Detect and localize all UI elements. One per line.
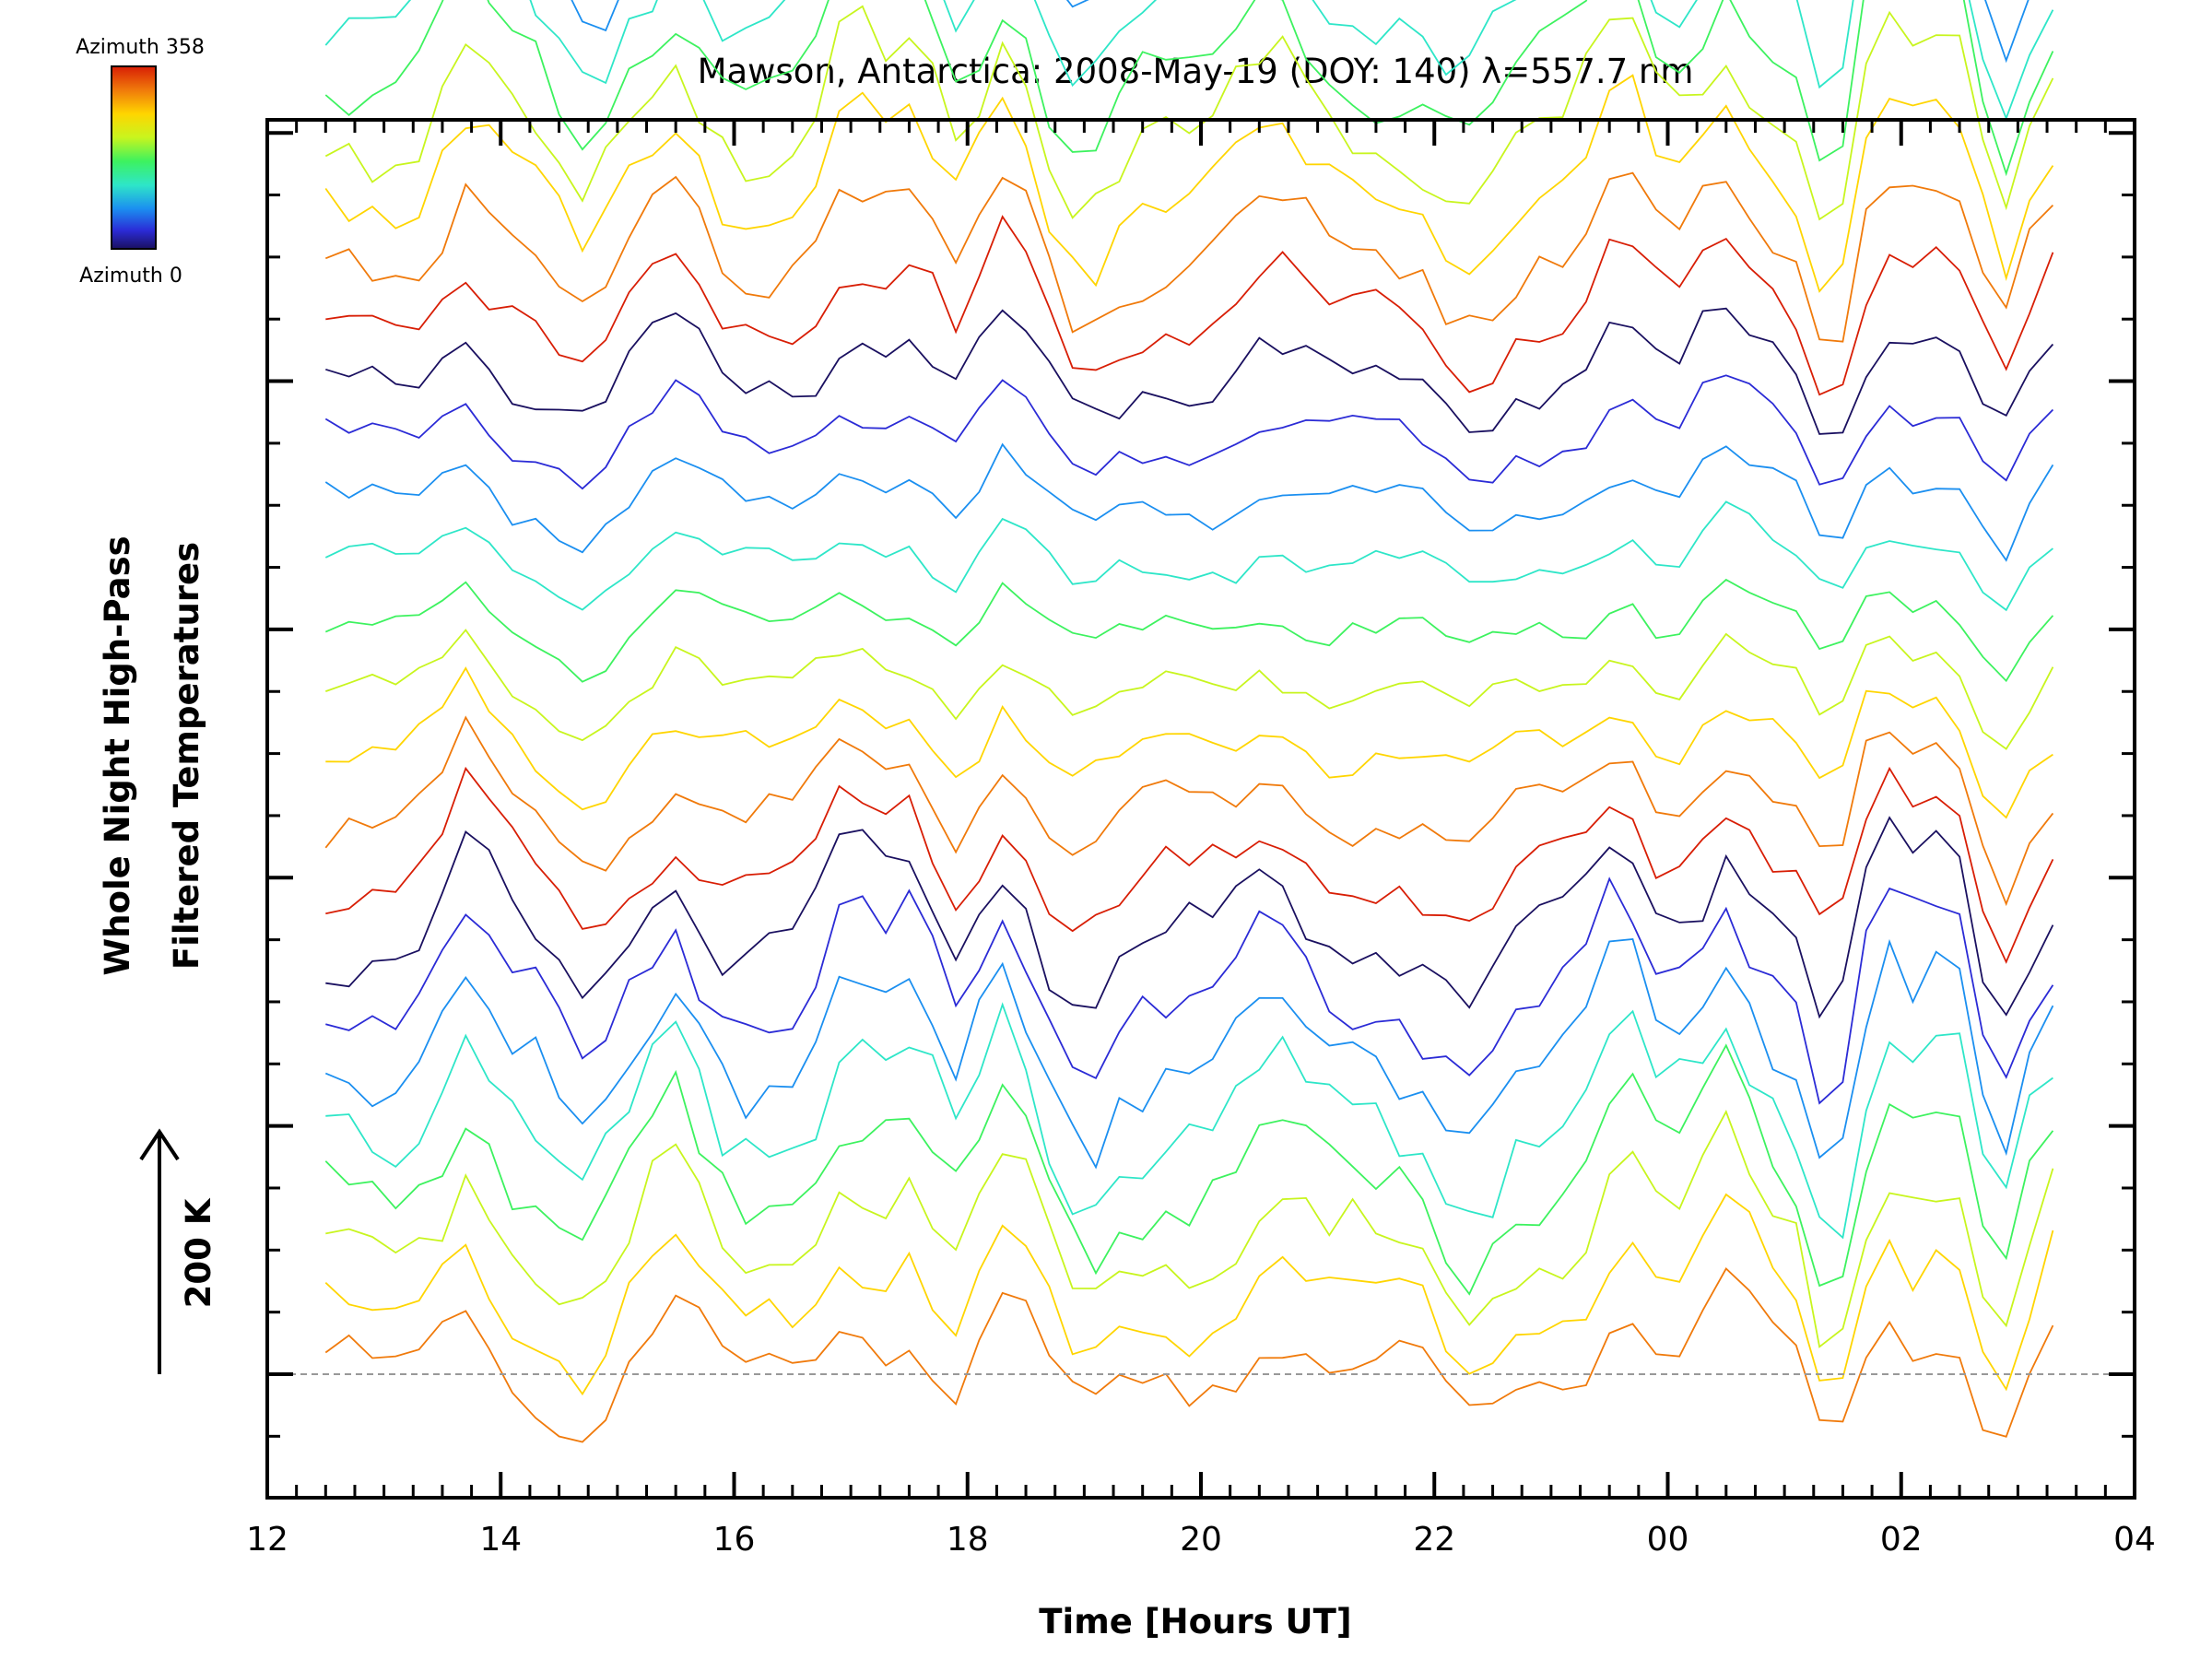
x-tick-label: 12: [246, 1521, 288, 1559]
series-group: [324, 0, 2054, 1443]
x-axis-label: Time [Hours UT]: [1039, 1602, 1351, 1641]
series-line: [324, 74, 2054, 293]
series-line: [324, 500, 2053, 612]
colorbar-top-label: Azimuth 358: [76, 36, 205, 59]
series-line: [324, 578, 2054, 683]
series-line: [324, 171, 2054, 343]
series-line: [325, 666, 2053, 819]
series-line: [324, 715, 2054, 907]
series-line: [571, 0, 2030, 64]
x-tick-label: 00: [1647, 1521, 1689, 1559]
series-line: [324, 374, 2054, 490]
scale-arrow-head: [139, 1128, 180, 1161]
series-line: [325, 1110, 2054, 1348]
y-axis-label-line1: Whole Night High-Pass: [98, 535, 137, 975]
y-axis-label-line2: Filtered Temperatures: [167, 542, 206, 970]
series-line: [325, 766, 2054, 964]
series-line: [325, 1002, 2053, 1240]
x-tick-label: 18: [947, 1521, 989, 1559]
x-tick-label: 14: [479, 1521, 522, 1559]
colorbar-bottom-label: Azimuth 0: [79, 265, 182, 288]
axis-ticks: [265, 120, 2136, 1498]
colorbar-legend: Azimuth 358 Azimuth 0: [76, 36, 205, 288]
x-tick-label: 16: [713, 1521, 756, 1559]
series-line: [324, 938, 2054, 1170]
x-tick-labels: 12 14 16 18 20 22 00 02 04: [246, 1521, 2156, 1559]
plot-frame: [265, 118, 2136, 1500]
x-tick-label: 04: [2113, 1521, 2156, 1559]
series-line: [324, 0, 2054, 121]
x-tick-label: 20: [1180, 1521, 1222, 1559]
series-line: [325, 307, 2054, 435]
series-line: [324, 1193, 2054, 1396]
colorbar: [111, 65, 157, 250]
series-line: [325, 215, 2054, 396]
x-tick-label: 22: [1413, 1521, 1455, 1559]
chart-title: Mawson, Antarctica: 2008-May-19 (DOY: 14…: [698, 52, 1694, 91]
x-tick-label: 02: [1880, 1521, 1923, 1559]
series-line: [324, 1267, 2054, 1443]
scale-arrow: 200 K: [139, 1128, 218, 1374]
scale-label: 200 K: [179, 1197, 218, 1308]
series-line: [325, 629, 2054, 750]
series-line: [324, 1043, 2054, 1296]
series-line: [325, 816, 2054, 1019]
y-axis-label: Whole Night High-Pass Filtered Temperatu…: [98, 535, 206, 975]
series-line: [324, 442, 2054, 562]
series-line: [324, 5, 2054, 221]
series-line: [324, 0, 2054, 177]
series-line: [325, 877, 2054, 1105]
